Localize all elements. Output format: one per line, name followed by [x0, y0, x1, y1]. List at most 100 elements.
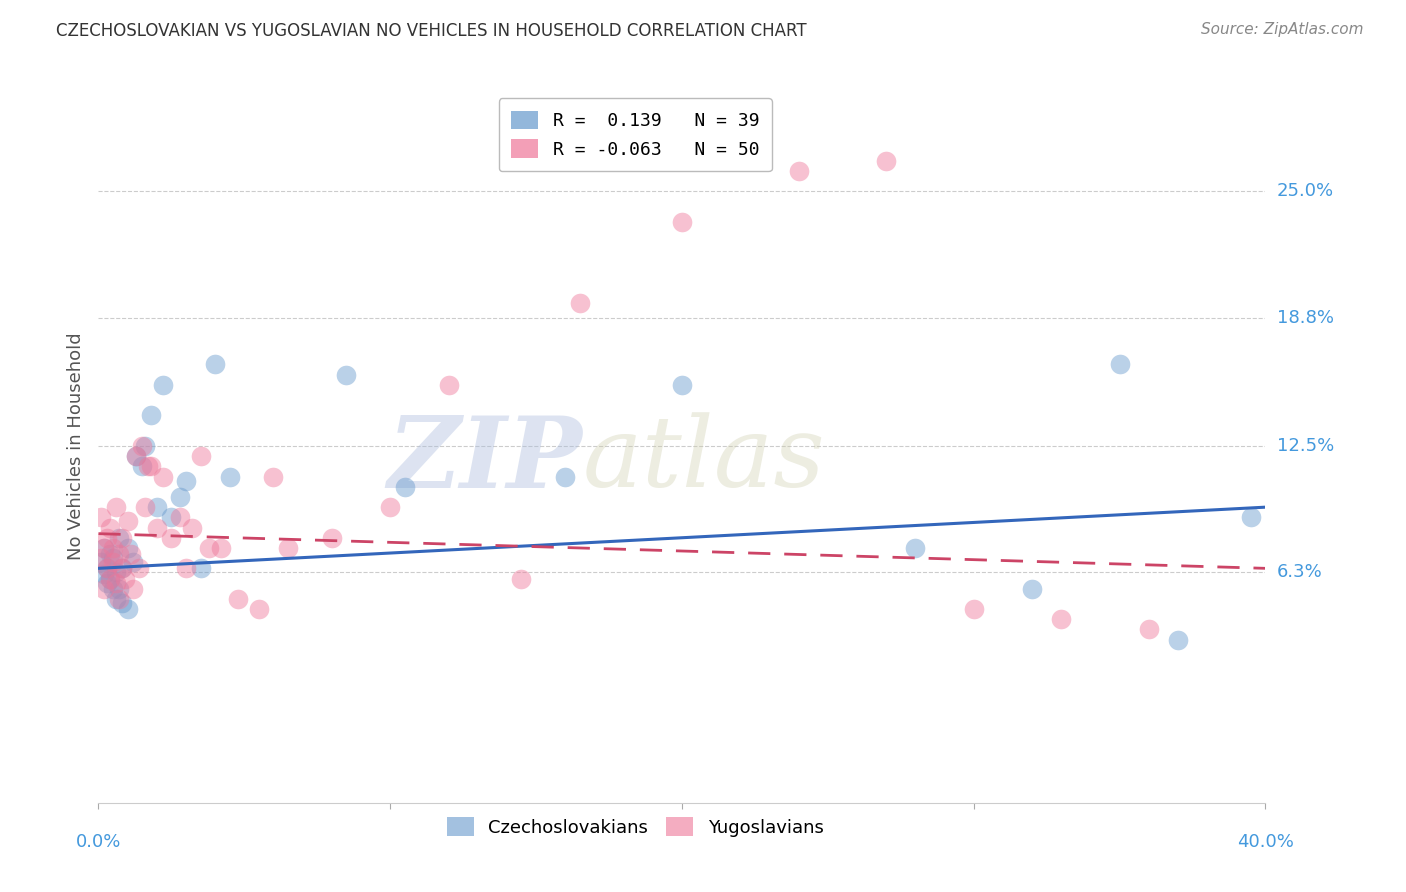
Point — [111, 561, 134, 575]
Point — [101, 541, 124, 555]
Point — [98, 547, 121, 561]
Point — [568, 296, 591, 310]
Point — [101, 555, 124, 569]
Point — [209, 541, 232, 555]
Point — [136, 459, 159, 474]
Point — [394, 480, 416, 494]
Point — [125, 449, 148, 463]
Point — [96, 575, 118, 590]
Point — [174, 474, 197, 488]
Point — [131, 439, 153, 453]
Point — [101, 551, 124, 566]
Point — [108, 591, 131, 606]
Point — [321, 531, 343, 545]
Point — [190, 561, 212, 575]
Point — [98, 572, 121, 586]
Point — [262, 469, 284, 483]
Point — [962, 602, 984, 616]
Point — [128, 561, 150, 575]
Point — [93, 567, 115, 582]
Point — [114, 572, 136, 586]
Point — [111, 596, 134, 610]
Point — [437, 377, 460, 392]
Text: 12.5%: 12.5% — [1277, 437, 1334, 455]
Legend: Czechoslovakians, Yugoslavians: Czechoslovakians, Yugoslavians — [440, 810, 831, 844]
Point — [1137, 623, 1160, 637]
Point — [1021, 582, 1043, 596]
Point — [247, 602, 270, 616]
Point — [1167, 632, 1189, 647]
Point — [1108, 358, 1130, 372]
Point — [190, 449, 212, 463]
Text: ZIP: ZIP — [388, 412, 582, 508]
Point — [131, 459, 153, 474]
Text: 0.0%: 0.0% — [76, 833, 121, 851]
Point — [122, 555, 145, 569]
Point — [104, 575, 127, 590]
Text: 18.8%: 18.8% — [1277, 309, 1333, 326]
Point — [134, 439, 156, 453]
Point — [96, 531, 118, 545]
Point — [787, 163, 810, 178]
Point — [108, 547, 131, 561]
Text: 6.3%: 6.3% — [1277, 564, 1322, 582]
Text: atlas: atlas — [582, 413, 825, 508]
Point — [96, 561, 118, 575]
Y-axis label: No Vehicles in Household: No Vehicles in Household — [66, 332, 84, 560]
Point — [1240, 510, 1263, 524]
Point — [111, 531, 134, 545]
Point — [98, 572, 121, 586]
Point — [93, 541, 115, 555]
Point — [160, 510, 183, 524]
Point — [335, 368, 357, 382]
Point — [96, 561, 118, 575]
Point — [104, 591, 127, 606]
Point — [160, 531, 183, 545]
Point — [117, 515, 139, 529]
Point — [117, 541, 139, 555]
Point — [93, 541, 115, 555]
Point — [180, 520, 202, 534]
Point — [111, 561, 134, 575]
Point — [122, 582, 145, 596]
Point — [146, 520, 169, 534]
Point — [218, 469, 240, 483]
Point — [104, 500, 127, 515]
Point — [875, 153, 897, 168]
Point — [117, 602, 139, 616]
Point — [904, 541, 927, 555]
Point — [510, 572, 533, 586]
Point — [204, 358, 226, 372]
Point — [671, 215, 693, 229]
Point — [134, 500, 156, 515]
Point — [152, 469, 174, 483]
Point — [139, 409, 162, 423]
Point — [90, 555, 112, 569]
Text: 40.0%: 40.0% — [1237, 833, 1294, 851]
Point — [277, 541, 299, 555]
Point — [174, 561, 197, 575]
Text: CZECHOSLOVAKIAN VS YUGOSLAVIAN NO VEHICLES IN HOUSEHOLD CORRELATION CHART: CZECHOSLOVAKIAN VS YUGOSLAVIAN NO VEHICL… — [56, 22, 807, 40]
Point — [554, 469, 576, 483]
Point — [169, 490, 191, 504]
Point — [198, 541, 221, 555]
Point — [152, 377, 174, 392]
Text: Source: ZipAtlas.com: Source: ZipAtlas.com — [1201, 22, 1364, 37]
Point — [90, 551, 112, 566]
Point — [104, 566, 127, 580]
Point — [228, 591, 250, 606]
Point — [146, 500, 169, 515]
Point — [93, 582, 115, 596]
Point — [380, 500, 402, 515]
Text: 25.0%: 25.0% — [1277, 182, 1334, 200]
Point — [139, 459, 162, 474]
Point — [101, 582, 124, 596]
Point — [169, 510, 191, 524]
Point — [1050, 612, 1073, 626]
Point — [125, 449, 148, 463]
Point — [98, 520, 121, 534]
Point — [120, 547, 142, 561]
Point — [108, 582, 131, 596]
Point — [108, 531, 131, 545]
Point — [671, 377, 693, 392]
